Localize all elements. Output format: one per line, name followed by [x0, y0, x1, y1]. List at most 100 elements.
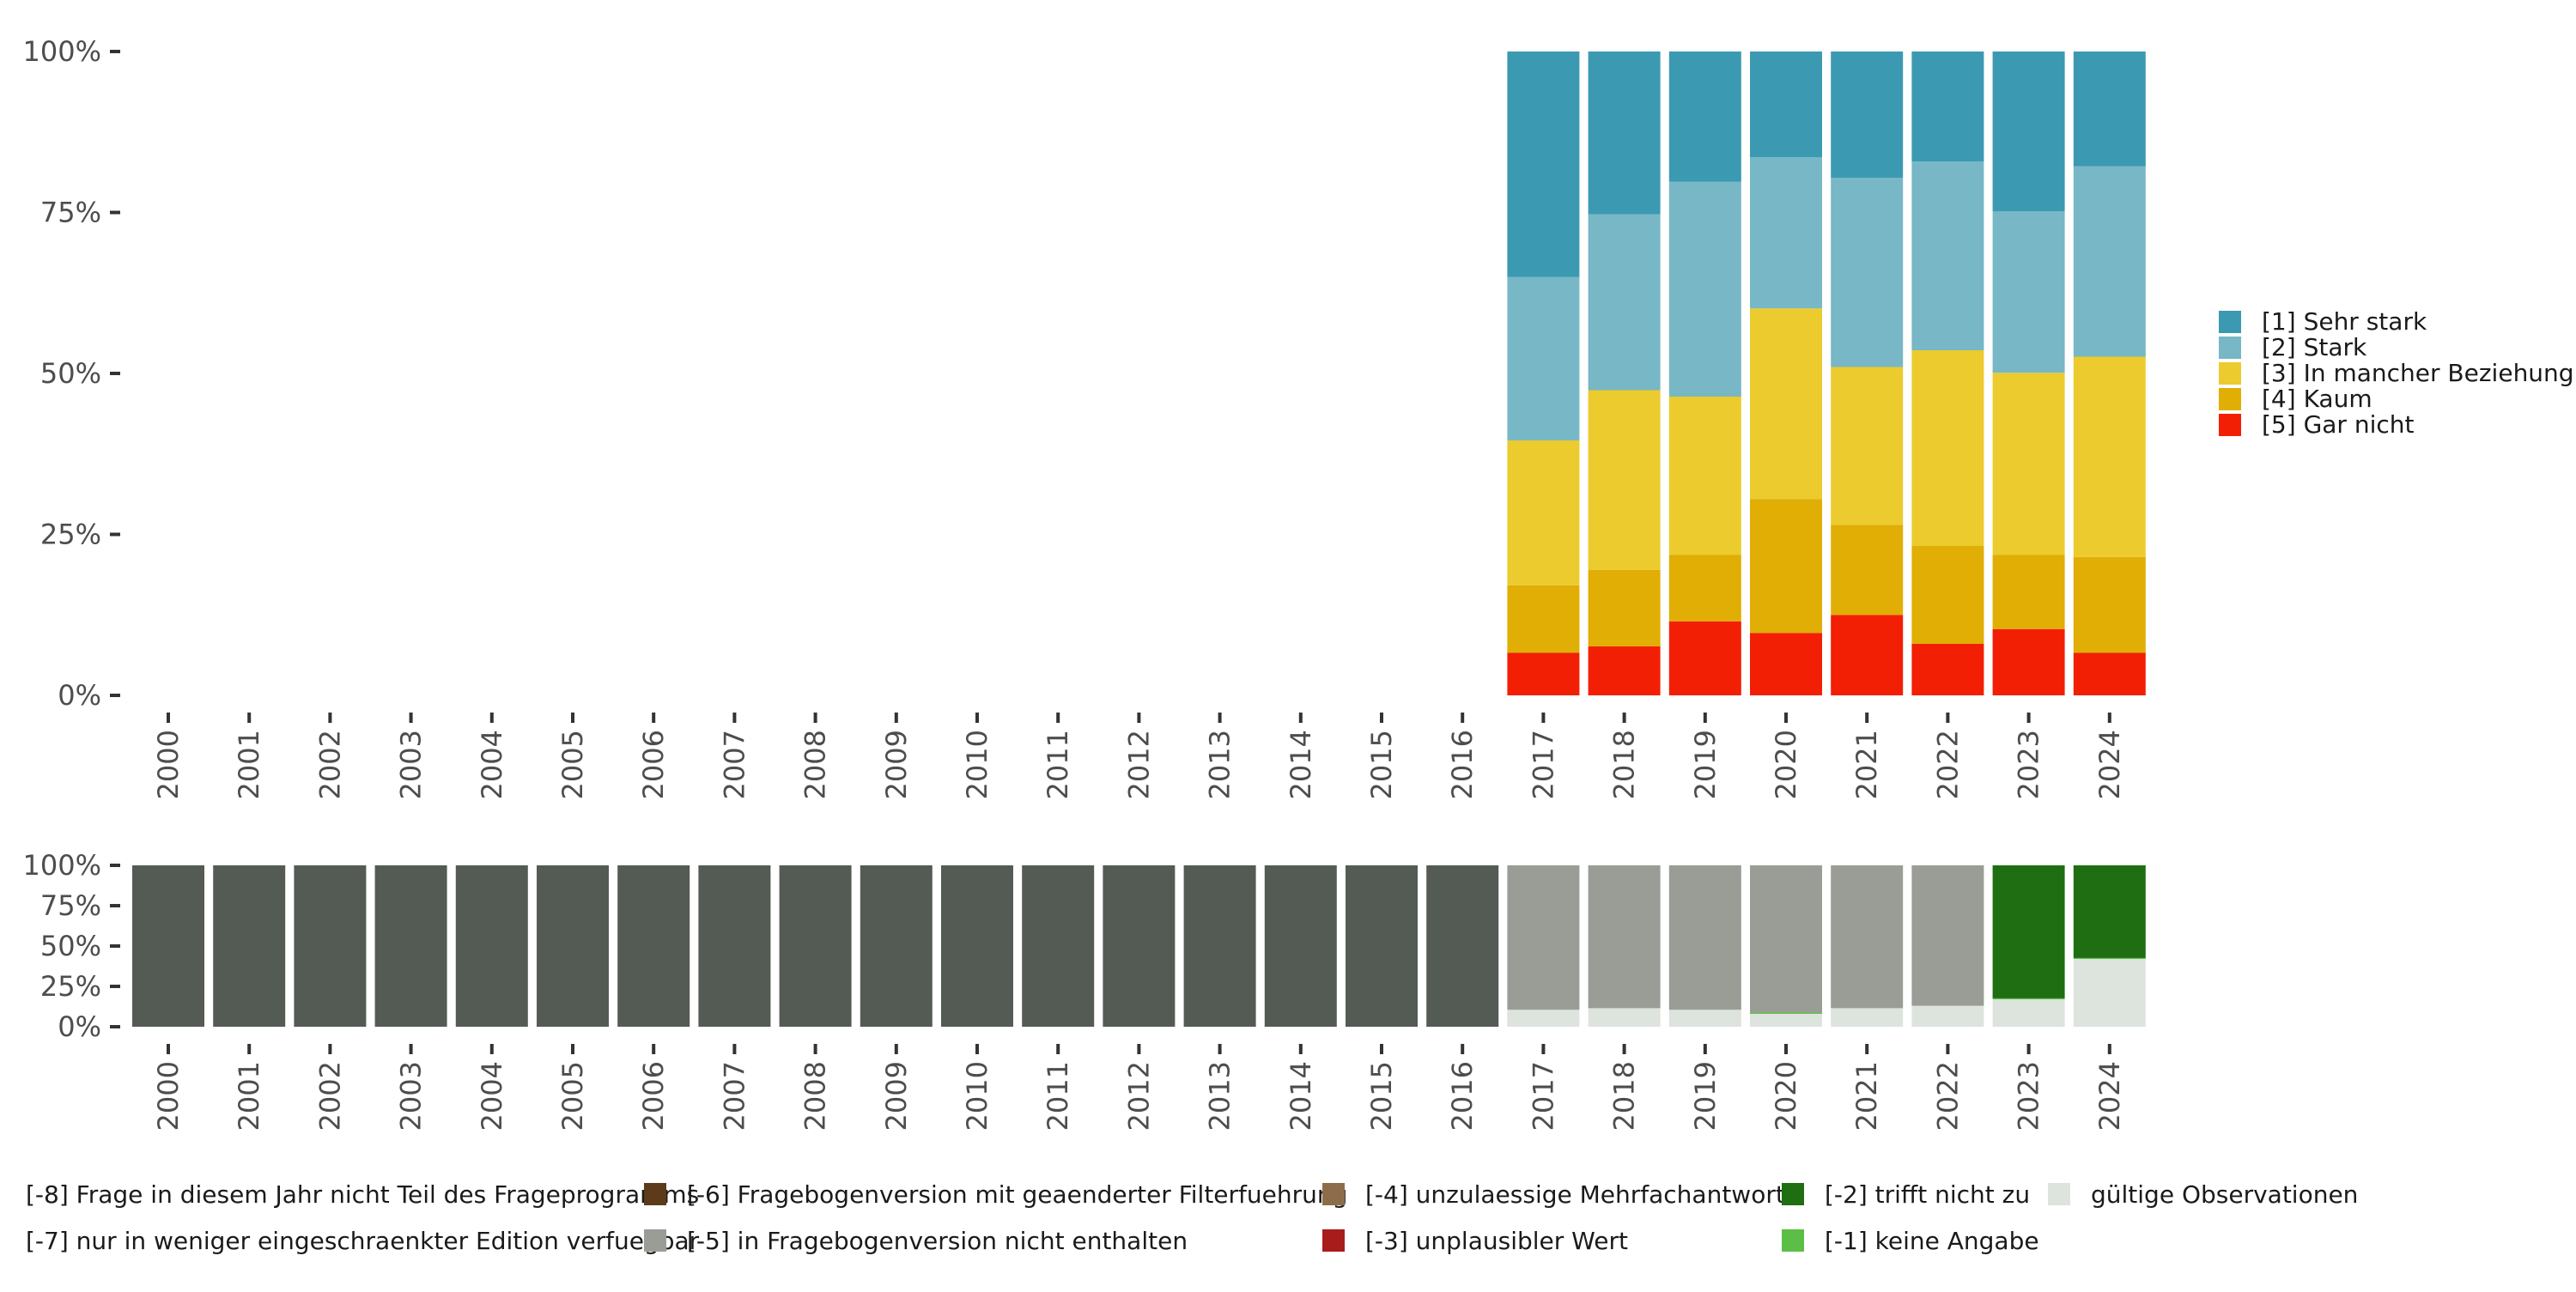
- bottom-x-tick-label: 2024: [2093, 1061, 2126, 1131]
- bottom-x-tick-label: 2016: [1446, 1061, 1479, 1131]
- bottom-bar-segment: [941, 865, 1013, 1027]
- top-legend-swatch: [2219, 311, 2241, 333]
- bottom-legend-swatch: [644, 1229, 666, 1252]
- top-bar-segment: [1750, 157, 1822, 309]
- top-bar-segment: [1750, 499, 1822, 634]
- top-bar-segment: [2073, 652, 2146, 695]
- bottom-x-tick-label: 2018: [1608, 1061, 1641, 1131]
- top-x-tick-label: 2020: [1770, 730, 1802, 799]
- top-bar-segment: [1831, 367, 1904, 525]
- top-bar-segment: [1668, 181, 1741, 397]
- bottom-y-tick-label: 25%: [40, 970, 101, 1003]
- top-x-tick-label: 2021: [1850, 730, 1883, 799]
- top-bar-segment: [1668, 555, 1741, 622]
- top-bar-segment: [1588, 646, 1661, 695]
- bottom-bar-segment: [2073, 865, 2146, 958]
- bottom-bar-segment: [1911, 1005, 1984, 1027]
- bottom-legend-label: [-2] trifft nicht zu: [1825, 1180, 2030, 1209]
- bottom-bar-segment: [1992, 999, 2065, 1027]
- top-x-tick-label: 2016: [1446, 730, 1479, 799]
- top-bar-segment: [1507, 276, 1580, 440]
- bottom-bar-segment: [1992, 998, 2065, 1000]
- top-bar-segment: [1588, 569, 1661, 646]
- top-x-tick-label: 2022: [1931, 730, 1964, 799]
- bottom-x-tick-label: 2004: [476, 1061, 508, 1131]
- top-legend-label: [2] Stark: [2262, 333, 2367, 361]
- top-x-tick-label: 2001: [233, 730, 265, 799]
- bottom-legend-label: [-6] Fragebogenversion mit geaenderter F…: [687, 1180, 1347, 1209]
- top-legend-swatch: [2219, 414, 2241, 436]
- bottom-y-tick-label: 100%: [23, 849, 101, 882]
- top-legend-label: [4] Kaum: [2262, 385, 2372, 413]
- bottom-x-tick-label: 2013: [1204, 1061, 1236, 1131]
- bottom-legend-swatch: [644, 1183, 666, 1205]
- top-bar-segment: [1831, 178, 1904, 367]
- bottom-legend-label: [-7] nur in weniger eingeschraenkter Edi…: [26, 1227, 700, 1255]
- bottom-legend-swatch: [1322, 1183, 1345, 1205]
- bottom-legend: [-8] Frage in diesem Jahr nicht Teil des…: [26, 1180, 2358, 1255]
- bottom-x-tick-label: 2005: [556, 1061, 589, 1131]
- top-x-tick-label: 2019: [1689, 730, 1722, 799]
- bottom-x-tick-label: 2008: [799, 1061, 832, 1131]
- bottom-legend-label: [-1] keine Angabe: [1825, 1227, 2039, 1255]
- bottom-bar-segment: [2073, 957, 2146, 960]
- top-bar-segment: [1831, 52, 1904, 178]
- top-bar-segment: [1668, 397, 1741, 555]
- bottom-bar-segment: [1668, 865, 1741, 1010]
- top-x-tick-label: 2023: [2013, 730, 2045, 799]
- top-bar-segment: [1507, 585, 1580, 653]
- top-x-tick-label: 2007: [718, 730, 750, 799]
- top-x-tick-label: 2002: [313, 730, 346, 799]
- top-x-tick-label: 2024: [2093, 730, 2126, 799]
- bottom-bar-segment: [455, 865, 528, 1027]
- top-x-tick-label: 2015: [1365, 730, 1398, 799]
- top-legend-label: [3] In mancher Beziehung: [2262, 359, 2574, 387]
- top-bar-segment: [1668, 621, 1741, 695]
- bottom-y-tick-label: 50%: [40, 930, 101, 962]
- bottom-legend-swatch: [1782, 1183, 1804, 1205]
- bottom-x-tick-label: 2006: [637, 1061, 670, 1131]
- bottom-x-tick-label: 2000: [152, 1061, 185, 1131]
- top-legend-swatch: [2219, 362, 2241, 385]
- bottom-bar-segment: [537, 865, 609, 1027]
- bottom-bar-segment: [2073, 959, 2146, 1027]
- top-y-tick-label: 0%: [58, 679, 101, 712]
- top-x-tick-label: 2012: [1122, 730, 1155, 799]
- bottom-bar-segment: [1750, 865, 1822, 1013]
- bottom-bar-segment: [1750, 1012, 1822, 1014]
- top-bar-segment: [1750, 633, 1822, 695]
- top-legend: [1] Sehr stark[2] Stark[3] In mancher Be…: [2219, 307, 2574, 439]
- bottom-y-tick-label: 75%: [40, 889, 101, 922]
- bottom-legend-swatch: [2048, 1183, 2070, 1205]
- top-bar-segment: [1750, 308, 1822, 500]
- top-x-tick-label: 2010: [961, 730, 993, 799]
- bottom-bar-segment: [1507, 1010, 1580, 1027]
- top-y-tick-label: 75%: [40, 197, 101, 229]
- bottom-x-tick-label: 2019: [1689, 1061, 1722, 1131]
- top-bar-segment: [1507, 52, 1580, 277]
- bottom-bar-segment: [1831, 1008, 1904, 1027]
- bottom-bar-segment: [132, 865, 204, 1027]
- top-bar-segment: [2073, 166, 2146, 357]
- bottom-bar-segment: [860, 865, 933, 1027]
- top-y-tick-label: 25%: [40, 519, 101, 551]
- bottom-bar-segment: [1588, 1008, 1661, 1027]
- bottom-bar-segment: [1426, 865, 1499, 1027]
- top-x-tick-label: 2005: [556, 730, 589, 799]
- bottom-x-tick-label: 2003: [395, 1061, 428, 1131]
- bottom-bar-segment: [1750, 1013, 1822, 1027]
- top-x-tick-label: 2011: [1042, 730, 1074, 799]
- bottom-bar-segment: [1103, 865, 1176, 1027]
- top-bar-segment: [2073, 356, 2146, 557]
- bottom-x-tick-label: 2012: [1122, 1061, 1155, 1131]
- top-bar-segment: [1507, 652, 1580, 695]
- bottom-legend-label: [-3] unplausibler Wert: [1365, 1227, 1628, 1255]
- top-bar-segment: [1911, 350, 1984, 546]
- bottom-bar-segment: [374, 865, 447, 1027]
- bottom-bar-segment: [1668, 1010, 1741, 1027]
- top-legend-swatch: [2219, 388, 2241, 410]
- top-bar-segment: [1831, 525, 1904, 616]
- top-x-tick-label: 2000: [152, 730, 185, 799]
